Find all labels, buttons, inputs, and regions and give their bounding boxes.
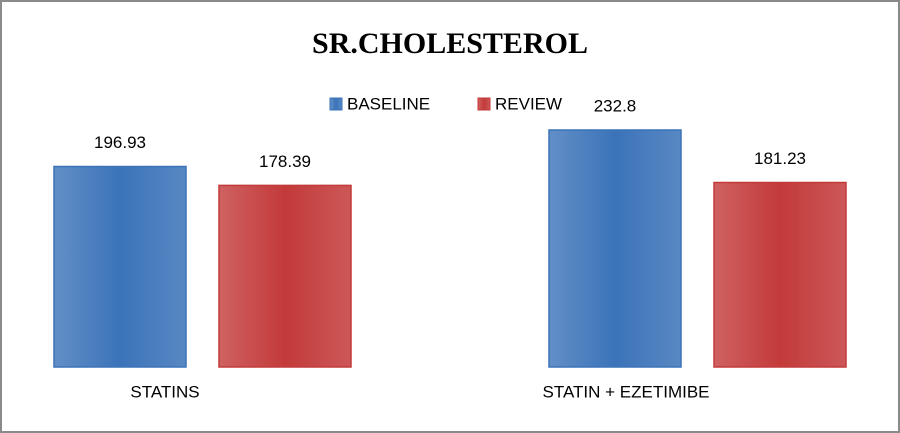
bar [218, 184, 352, 368]
legend-label: REVIEW [495, 94, 562, 113]
legend-swatch [329, 97, 343, 111]
data-label: 196.93 [94, 133, 146, 152]
chart-title: SR.CHOLESTEROL [312, 27, 588, 60]
data-label: 178.39 [259, 152, 311, 171]
legend-label: BASELINE [347, 94, 430, 113]
bar [713, 181, 847, 368]
x-tick-label: STATINS [130, 382, 199, 401]
x-tick-label: STATIN + EZETIMIBE [542, 382, 709, 401]
bar [548, 129, 682, 368]
bar [53, 165, 187, 368]
legend-swatch [477, 97, 491, 111]
data-label: 232.8 [594, 96, 637, 115]
data-label: 181.23 [754, 149, 806, 168]
